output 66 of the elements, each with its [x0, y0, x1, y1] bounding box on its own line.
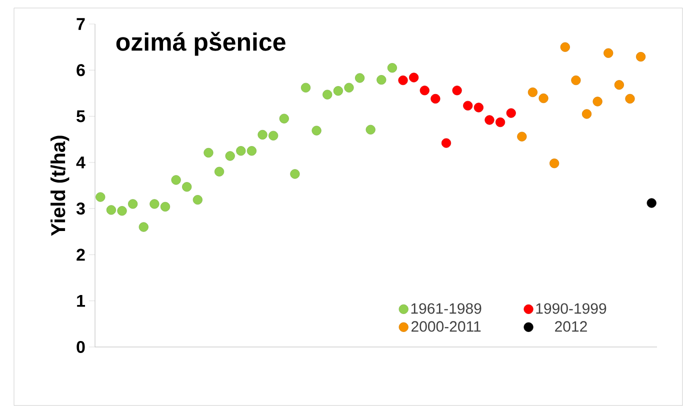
- point: [268, 130, 278, 140]
- point: [192, 195, 202, 205]
- y-tick-label: 5: [76, 110, 86, 122]
- point: [550, 158, 560, 168]
- point: [420, 86, 430, 96]
- legend-label: 2012: [555, 321, 587, 332]
- point: [409, 72, 419, 82]
- point: [96, 192, 106, 202]
- point: [604, 48, 614, 58]
- point: [290, 169, 300, 179]
- point: [106, 205, 116, 215]
- point: [484, 115, 494, 125]
- point: [387, 63, 398, 73]
- point: [204, 148, 214, 158]
- point: [333, 86, 343, 96]
- chart-title: ozimá pšenice: [116, 32, 286, 56]
- point: [312, 126, 322, 136]
- point: [452, 86, 462, 96]
- point: [592, 96, 602, 106]
- point: [236, 146, 246, 156]
- legend-label: 2000-2011: [412, 321, 481, 332]
- point: [138, 222, 148, 232]
- point: [300, 82, 311, 92]
- point: [128, 199, 138, 209]
- point: [117, 206, 127, 216]
- point: [441, 138, 452, 148]
- point: [279, 114, 289, 124]
- point: [376, 75, 386, 85]
- point: [150, 199, 160, 209]
- y-tick-label: 7: [76, 18, 85, 30]
- legend-label: 1961-1989: [411, 303, 482, 314]
- legend-label: 1990-1999: [536, 303, 606, 314]
- point: [625, 94, 635, 104]
- point: [354, 73, 365, 83]
- point: [366, 124, 376, 134]
- point: [506, 108, 516, 118]
- y-tick-label: 0: [76, 340, 85, 354]
- y-tick-label: 2: [76, 248, 85, 261]
- point: [171, 175, 181, 185]
- point: [495, 117, 506, 128]
- point: [614, 80, 624, 90]
- point: [560, 42, 570, 52]
- y-tick-label: 4: [76, 156, 86, 168]
- point: [571, 75, 581, 86]
- point: [528, 87, 538, 98]
- y-tick-label: 1: [77, 295, 86, 307]
- point: [322, 90, 332, 100]
- point: [214, 166, 224, 176]
- point: [246, 146, 257, 156]
- point: [398, 75, 408, 86]
- point: [182, 182, 192, 192]
- y-tick-label: 6: [76, 64, 85, 76]
- point: [463, 100, 473, 110]
- point: [636, 52, 646, 62]
- point: [538, 93, 548, 104]
- point: [344, 82, 354, 92]
- point: [258, 130, 268, 140]
- point: [646, 198, 656, 208]
- point: [474, 102, 484, 112]
- y-tick-label: 3: [76, 202, 85, 215]
- point: [225, 151, 235, 161]
- point: [430, 94, 440, 104]
- point: [160, 202, 170, 212]
- point: [582, 109, 592, 119]
- point: [517, 132, 527, 142]
- y-axis-title: Yield (t/ha): [50, 136, 70, 236]
